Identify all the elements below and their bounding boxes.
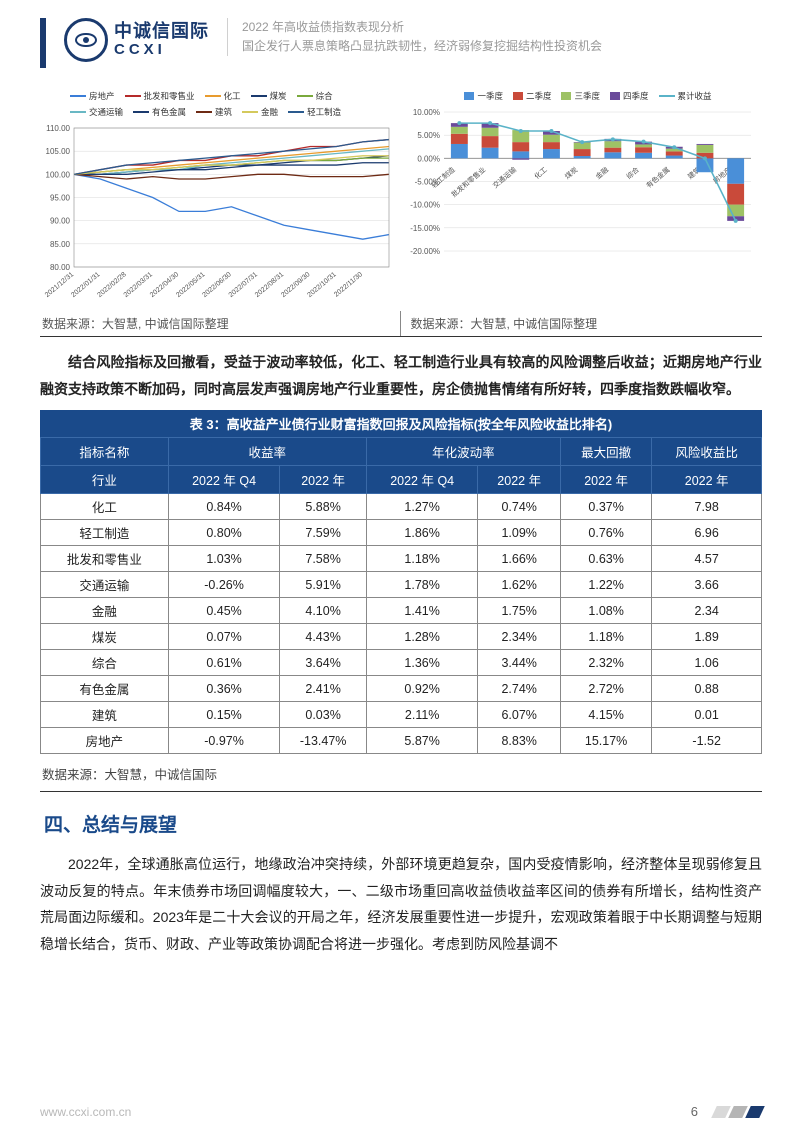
- paragraph-conclusion: 2022年，全球通胀高位运行，地缘政治冲突持续，外部环境更趋复杂，国内受疫情影响…: [40, 851, 762, 957]
- svg-text:80.00: 80.00: [50, 263, 71, 272]
- chart-right-legend: 一季度二季度三季度四季度累计收益: [404, 88, 762, 106]
- table-row: 建筑0.15%0.03%2.11%6.07%4.15%0.01: [41, 702, 762, 728]
- svg-text:-20.00%: -20.00%: [410, 247, 440, 256]
- table3: 指标名称收益率年化波动率最大回撤风险收益比行业2022 年 Q42022 年20…: [40, 437, 762, 754]
- svg-text:0.00%: 0.00%: [417, 154, 440, 163]
- table-row: 有色金属0.36%2.41%0.92%2.74%2.72%0.88: [41, 676, 762, 702]
- legend-item: 批发和零售业: [125, 90, 195, 102]
- table-row: 综合0.61%3.64%1.36%3.44%2.32%1.06: [41, 650, 762, 676]
- header-title-line1: 2022 年高收益债指数表现分析: [242, 18, 762, 37]
- svg-text:5.00%: 5.00%: [417, 131, 440, 140]
- svg-text:2022/11/30: 2022/11/30: [333, 271, 364, 299]
- svg-text:-15.00%: -15.00%: [410, 224, 440, 233]
- line-chart-industry-index: 房地产批发和零售业化工煤炭综合交通运输有色金属建筑金融轻工制造 80.00 85.…: [40, 88, 398, 307]
- svg-text:交通运输: 交通运输: [491, 165, 518, 190]
- svg-text:-10.00%: -10.00%: [410, 201, 440, 210]
- chart-right-source: 数据来源：大智慧, 中诚信国际整理: [400, 311, 763, 336]
- legend-item: 综合: [297, 90, 333, 102]
- section-4-heading: 四、总结与展望: [44, 810, 762, 837]
- svg-text:90.00: 90.00: [50, 217, 71, 226]
- legend-item: 三季度: [561, 90, 600, 102]
- legend-item: 交通运输: [70, 106, 123, 118]
- header-accent-bar: [40, 18, 46, 68]
- svg-text:105.00: 105.00: [46, 147, 71, 156]
- header-title-line2: 国企发行人票息策略凸显抗跌韧性，经济弱修复挖掘结构性投资机会: [242, 37, 762, 56]
- legend-item: 轻工制造: [288, 106, 341, 118]
- svg-text:金融: 金融: [594, 165, 611, 181]
- bar-chart-quarterly-returns: 一季度二季度三季度四季度累计收益 -20.00%-15.00%-10.00%-5…: [404, 88, 762, 307]
- svg-text:95.00: 95.00: [50, 194, 71, 203]
- legend-item: 房地产: [70, 90, 115, 102]
- page-header: 中诚信国际 CCXI 2022 年高收益债指数表现分析 国企发行人票息策略凸显抗…: [40, 18, 762, 68]
- legend-item: 建筑: [196, 106, 232, 118]
- svg-text:10.00%: 10.00%: [413, 108, 440, 117]
- chart-left-legend: 房地产批发和零售业化工煤炭综合交通运输有色金属建筑金融轻工制造: [40, 88, 398, 122]
- chart-sources: 数据来源：大智慧, 中诚信国际整理 数据来源：大智慧, 中诚信国际整理: [40, 311, 762, 337]
- logo-text-en: CCXI: [114, 42, 209, 59]
- chart-left-source: 数据来源：大智慧, 中诚信国际整理: [40, 311, 394, 336]
- logo-icon: [64, 18, 108, 62]
- table-row: 批发和零售业1.03%7.58%1.18%1.66%0.63%4.57: [41, 546, 762, 572]
- page-footer: www.ccxi.com.cn 6: [40, 1104, 762, 1119]
- charts-row: 房地产批发和零售业化工煤炭综合交通运输有色金属建筑金融轻工制造 80.0085.…: [40, 88, 762, 307]
- legend-item: 二季度: [513, 90, 552, 102]
- svg-text:100.00: 100.00: [46, 170, 71, 179]
- table-row: 房地产-0.97%-13.47%5.87%8.83%15.17%-1.52: [41, 728, 762, 754]
- svg-text:110.00: 110.00: [46, 124, 70, 133]
- table-row: 煤炭0.07%4.43%1.28%2.34%1.18%1.89: [41, 624, 762, 650]
- svg-text:化工: 化工: [532, 165, 549, 181]
- table-row: 轻工制造0.80%7.59%1.86%1.09%0.76%6.96: [41, 520, 762, 546]
- svg-text:85.00: 85.00: [50, 240, 71, 249]
- legend-item: 金融: [242, 106, 278, 118]
- svg-text:有色金属: 有色金属: [644, 165, 671, 190]
- footer-url: www.ccxi.com.cn: [40, 1105, 131, 1119]
- legend-item: 四季度: [610, 90, 649, 102]
- legend-item: 煤炭: [251, 90, 287, 102]
- table3-source: 数据来源：大智慧，中诚信国际: [40, 760, 762, 792]
- legend-item: 累计收益: [659, 90, 712, 102]
- table3-title: 表 3：高收益产业债行业财富指数回报及风险指标(按全年风险收益比排名): [40, 410, 762, 437]
- legend-item: 化工: [205, 90, 241, 102]
- svg-text:煤炭: 煤炭: [563, 165, 580, 181]
- logo-block: 中诚信国际 CCXI: [64, 18, 209, 62]
- table-row: 交通运输-0.26%5.91%1.78%1.62%1.22%3.66: [41, 572, 762, 598]
- table-row: 金融0.45%4.10%1.41%1.75%1.08%2.34: [41, 598, 762, 624]
- footer-stripe-icon: [714, 1106, 762, 1118]
- legend-item: 一季度: [464, 90, 503, 102]
- page-number: 6: [691, 1104, 698, 1119]
- header-title: 2022 年高收益债指数表现分析 国企发行人票息策略凸显抗跌韧性，经济弱修复挖掘…: [227, 18, 762, 56]
- svg-text:综合: 综合: [624, 165, 641, 181]
- table-row: 化工0.84%5.88%1.27%0.74%0.37%7.98: [41, 494, 762, 520]
- legend-item: 有色金属: [133, 106, 186, 118]
- table3-wrap: 表 3：高收益产业债行业财富指数回报及风险指标(按全年风险收益比排名) 指标名称…: [40, 410, 762, 754]
- paragraph-risk-summary: 结合风险指标及回撤看，受益于波动率较低，化工、轻工制造行业具有较高的风险调整后收…: [40, 349, 762, 402]
- logo-text-cn: 中诚信国际: [114, 22, 209, 42]
